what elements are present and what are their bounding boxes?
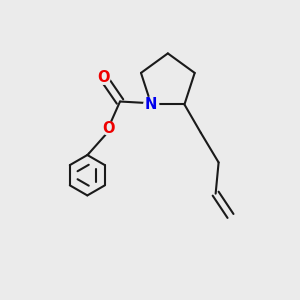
Text: O: O xyxy=(98,70,110,85)
Circle shape xyxy=(144,97,159,112)
Text: O: O xyxy=(102,121,114,136)
Text: N: N xyxy=(145,97,158,112)
Circle shape xyxy=(102,122,115,135)
Circle shape xyxy=(97,71,110,84)
